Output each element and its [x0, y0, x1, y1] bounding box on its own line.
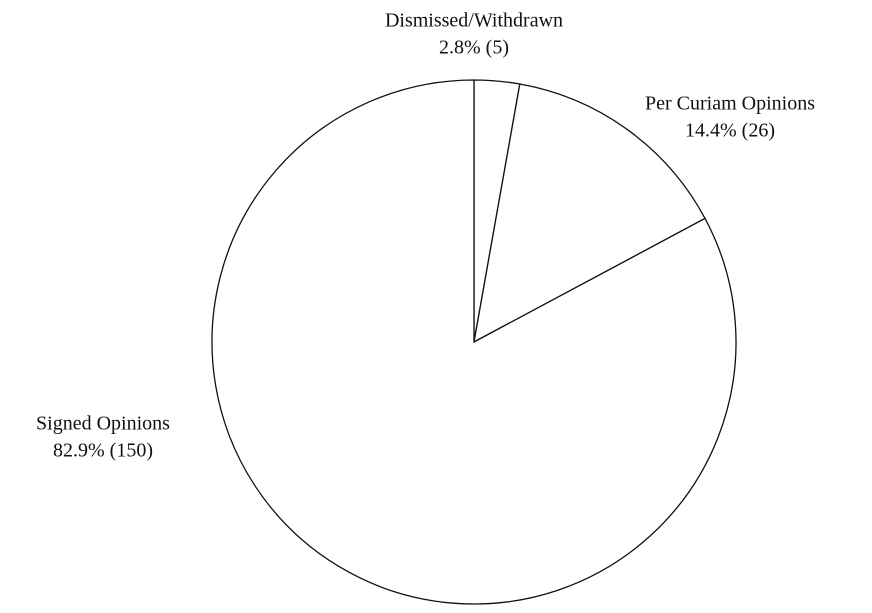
pie-slice: [473, 83, 706, 344]
slice-label: Signed Opinions: [36, 413, 170, 435]
slice-label: Dismissed/Withdrawn: [385, 10, 563, 32]
pie-slice: [211, 79, 737, 605]
slice-label: Per Curiam Opinions: [645, 93, 815, 115]
slice-value-label: 82.9% (150): [53, 440, 153, 462]
slice-value-label: 14.4% (26): [685, 120, 775, 142]
slice-value-label: 2.8% (5): [439, 37, 509, 59]
